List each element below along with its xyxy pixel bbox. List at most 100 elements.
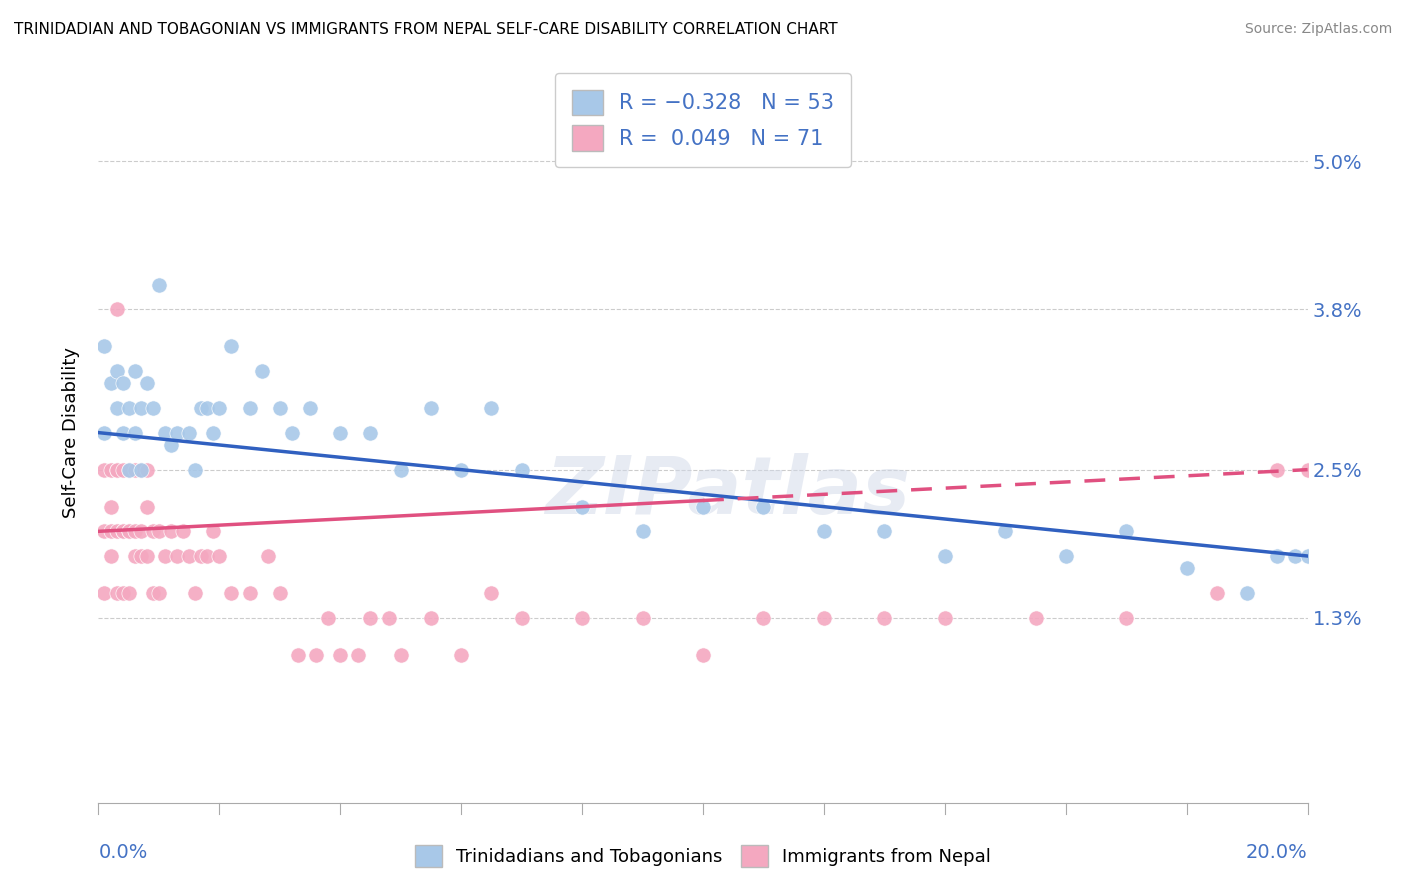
- Point: [105, 302, 128, 317]
- Point: [100, 462, 122, 476]
- Point: [124, 425, 146, 440]
- Point: [813, 524, 835, 539]
- Point: [420, 401, 443, 415]
- Point: [153, 549, 176, 563]
- Point: [481, 586, 503, 600]
- Point: [190, 401, 212, 415]
- Point: [1267, 549, 1289, 563]
- Point: [148, 277, 170, 292]
- Point: [1284, 549, 1306, 563]
- Point: [281, 425, 304, 440]
- Point: [195, 401, 218, 415]
- Point: [93, 586, 115, 600]
- Point: [208, 549, 231, 563]
- Point: [166, 425, 188, 440]
- Point: [360, 425, 382, 440]
- Text: Source: ZipAtlas.com: Source: ZipAtlas.com: [1244, 22, 1392, 37]
- Point: [93, 339, 115, 353]
- Point: [305, 648, 328, 662]
- Point: [124, 462, 146, 476]
- Point: [142, 586, 165, 600]
- Point: [450, 462, 472, 476]
- Point: [510, 462, 533, 476]
- Point: [160, 524, 183, 539]
- Point: [179, 549, 201, 563]
- Point: [129, 462, 152, 476]
- Point: [239, 586, 262, 600]
- Point: [813, 611, 835, 625]
- Point: [250, 364, 273, 378]
- Point: [124, 364, 146, 378]
- Point: [1236, 586, 1258, 600]
- Point: [111, 462, 134, 476]
- Point: [129, 549, 152, 563]
- Point: [111, 425, 134, 440]
- Point: [269, 401, 291, 415]
- Legend: R = −0.328   N = 53, R =  0.049   N = 71: R = −0.328 N = 53, R = 0.049 N = 71: [555, 73, 851, 168]
- Point: [329, 648, 352, 662]
- Text: 20.0%: 20.0%: [1246, 843, 1308, 862]
- Point: [100, 500, 122, 514]
- Point: [105, 524, 128, 539]
- Point: [752, 500, 775, 514]
- Point: [105, 586, 128, 600]
- Point: [934, 611, 956, 625]
- Point: [118, 401, 141, 415]
- Point: [1175, 561, 1198, 575]
- Point: [994, 524, 1017, 539]
- Point: [873, 524, 896, 539]
- Point: [269, 586, 291, 600]
- Point: [118, 586, 141, 600]
- Point: [239, 401, 262, 415]
- Legend: Trinidadians and Tobagonians, Immigrants from Nepal: Trinidadians and Tobagonians, Immigrants…: [408, 838, 998, 874]
- Point: [148, 524, 170, 539]
- Point: [111, 524, 134, 539]
- Point: [221, 339, 243, 353]
- Point: [100, 524, 122, 539]
- Point: [93, 524, 115, 539]
- Point: [124, 549, 146, 563]
- Point: [287, 648, 309, 662]
- Point: [347, 648, 370, 662]
- Point: [111, 586, 134, 600]
- Point: [571, 500, 593, 514]
- Point: [148, 586, 170, 600]
- Point: [692, 648, 714, 662]
- Point: [1115, 524, 1137, 539]
- Point: [692, 500, 714, 514]
- Point: [135, 462, 157, 476]
- Point: [389, 462, 412, 476]
- Point: [172, 524, 194, 539]
- Point: [135, 549, 157, 563]
- Point: [166, 549, 188, 563]
- Point: [208, 401, 231, 415]
- Point: [105, 401, 128, 415]
- Point: [481, 401, 503, 415]
- Point: [105, 462, 128, 476]
- Point: [118, 524, 141, 539]
- Point: [1296, 462, 1319, 476]
- Point: [184, 586, 207, 600]
- Point: [1115, 611, 1137, 625]
- Point: [510, 611, 533, 625]
- Point: [105, 364, 128, 378]
- Point: [100, 376, 122, 391]
- Text: 0.0%: 0.0%: [98, 843, 148, 862]
- Point: [389, 648, 412, 662]
- Point: [360, 611, 382, 625]
- Point: [256, 549, 278, 563]
- Point: [100, 549, 122, 563]
- Point: [1054, 549, 1077, 563]
- Point: [118, 524, 141, 539]
- Point: [142, 401, 165, 415]
- Point: [111, 376, 134, 391]
- Point: [118, 462, 141, 476]
- Point: [129, 524, 152, 539]
- Point: [129, 462, 152, 476]
- Point: [631, 611, 654, 625]
- Point: [1296, 549, 1319, 563]
- Point: [105, 462, 128, 476]
- Point: [316, 611, 339, 625]
- Point: [1267, 462, 1289, 476]
- Point: [752, 611, 775, 625]
